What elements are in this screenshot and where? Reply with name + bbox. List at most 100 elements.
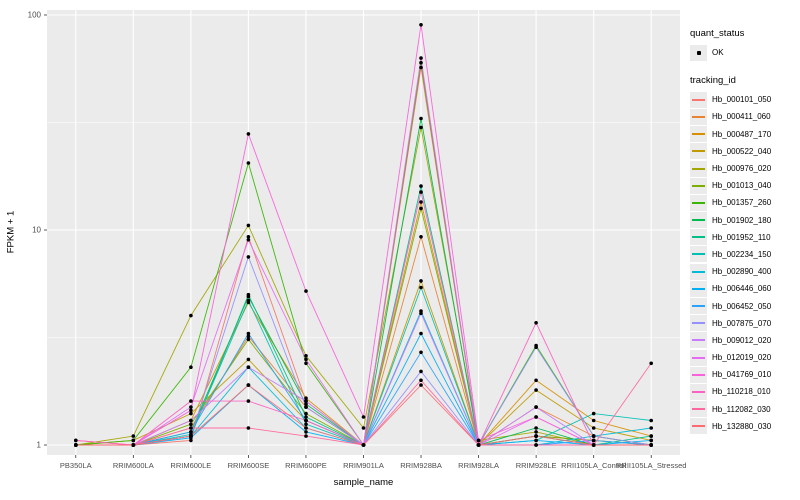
data-point [591, 426, 596, 430]
legend: quant_status OK tracking_id Hb_000101_05… [690, 28, 798, 449]
legend-key-line [692, 356, 705, 359]
data-point [246, 399, 251, 403]
legend-item-label: Hb_006446_060 [712, 284, 772, 294]
x-tick-label: RRII105LA_Stressed [616, 461, 686, 470]
data-point [304, 411, 308, 416]
data-point [419, 311, 423, 316]
data-point [534, 378, 538, 383]
data-point [591, 434, 596, 438]
legend-key-line [692, 253, 705, 256]
data-point [304, 357, 308, 362]
data-point [131, 438, 136, 443]
data-point [304, 430, 308, 434]
data-point [361, 426, 366, 430]
data-point [419, 279, 423, 283]
data-point [246, 426, 251, 430]
x-tick-label: RRIM600LA [113, 461, 154, 470]
legend-key-box [690, 332, 707, 349]
data-point [419, 200, 423, 204]
legend-key-line [692, 115, 705, 118]
data-point [304, 361, 308, 366]
data-point [189, 438, 193, 443]
legend-key-line [692, 339, 705, 342]
legend-key-box [690, 44, 707, 61]
data-point [649, 361, 653, 366]
legend-key-box [690, 315, 707, 332]
data-point [246, 337, 251, 342]
legend-item-label: Hb_009012_020 [712, 335, 772, 345]
data-point [591, 411, 596, 416]
data-point [419, 369, 423, 374]
data-point [419, 378, 423, 383]
data-point [246, 334, 251, 339]
legend-item-label: Hb_001952_110 [712, 232, 771, 242]
data-point [419, 125, 423, 130]
legend-item-label: Hb_041769_010 [712, 370, 772, 380]
legend-key-box [690, 349, 707, 366]
legend-item-Hb_000522_040: Hb_000522_040 [690, 143, 798, 160]
legend-key-box [690, 177, 707, 194]
data-point [189, 399, 193, 403]
legend-item-label: OK [712, 48, 724, 58]
data-point [74, 443, 78, 447]
legend-key-box [690, 418, 707, 435]
data-point [246, 292, 251, 297]
data-point [649, 443, 653, 447]
data-point [476, 443, 481, 447]
legend-key-line [692, 425, 705, 428]
data-point [649, 434, 653, 438]
legend-key-line [692, 322, 705, 325]
legend-key-box [690, 194, 707, 211]
data-point [304, 289, 308, 293]
legend-key-box [690, 143, 707, 160]
data-point [534, 405, 538, 409]
legend-item-Hb_001357_260: Hb_001357_260 [690, 194, 798, 211]
data-point [419, 383, 423, 387]
legend-item-label: Hb_001013_040 [712, 181, 772, 191]
data-point [304, 422, 308, 427]
legend-key-box [690, 401, 707, 418]
data-point [534, 443, 538, 447]
data-point [189, 408, 193, 413]
data-point [304, 396, 308, 401]
legend-key-box [690, 263, 707, 280]
data-point [649, 438, 653, 443]
legend-item-Hb_009012_020: Hb_009012_020 [690, 332, 798, 349]
data-point [246, 161, 251, 165]
legend-key-line [692, 270, 705, 273]
legend-key-line [692, 373, 705, 376]
legend-item-label: Hb_110218_010 [712, 387, 771, 397]
data-point [534, 426, 538, 430]
x-tick-label: RRIM600LE [170, 461, 211, 470]
legend-key-line [692, 167, 705, 170]
data-point [246, 235, 251, 239]
data-point [476, 438, 481, 443]
x-tick-label: RRIM928LE [516, 461, 557, 470]
x-tick-label: RRIM600SE [228, 461, 270, 470]
legend-item-label: Hb_012019_020 [712, 353, 772, 363]
data-point [534, 430, 538, 434]
data-point [246, 255, 251, 259]
legend-key-box [690, 280, 707, 297]
data-point [189, 422, 193, 427]
data-point [304, 434, 308, 438]
legend-item-Hb_041769_010: Hb_041769_010 [690, 366, 798, 383]
data-point [649, 418, 653, 423]
legend-item-Hb_000411_060: Hb_000411_060 [690, 108, 798, 125]
legend-item-label: Hb_112082_030 [712, 404, 771, 414]
data-point [419, 350, 423, 355]
legend-key-box [690, 126, 707, 143]
x-tick-label: RRIM928LA [458, 461, 499, 470]
data-point [304, 415, 308, 419]
data-point [361, 415, 366, 419]
x-tick-label: PB350LA [60, 461, 92, 470]
data-point [246, 383, 251, 387]
legend-tracking-items: Hb_000101_050 Hb_000411_060 Hb_000487_170 H… [690, 91, 798, 435]
x-tick-label: RRII105LA_Control [561, 461, 626, 470]
data-point [246, 298, 251, 303]
legend-item-label: Hb_007875_070 [712, 318, 772, 328]
data-point [189, 426, 193, 430]
legend-item-Hb_000101_050: Hb_000101_050 [690, 91, 798, 108]
data-point [189, 418, 193, 423]
